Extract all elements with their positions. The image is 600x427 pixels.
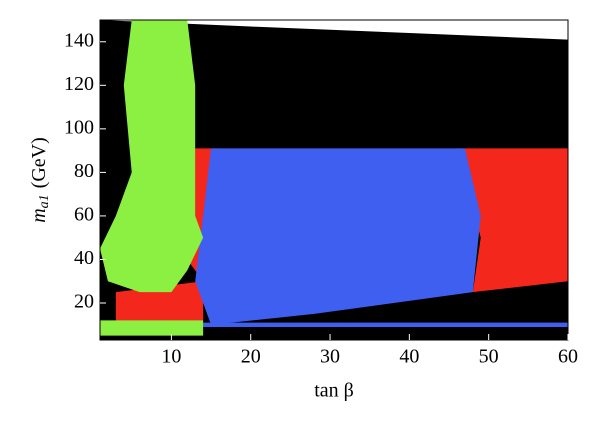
y-tick-label: 80 — [74, 160, 94, 182]
x-tick-label: 60 — [558, 346, 578, 368]
point-region — [456, 148, 568, 293]
point-region — [100, 320, 204, 336]
x-tick-label: 40 — [399, 346, 419, 368]
x-tick-label: 20 — [241, 346, 261, 368]
y-tick-label: 140 — [64, 29, 94, 51]
y-axis-label: ma1 (GeV) — [28, 137, 53, 223]
y-tick-label: 20 — [74, 291, 94, 313]
x-tick-label: 30 — [320, 346, 340, 368]
x-tick-label: 10 — [161, 346, 181, 368]
point-region — [203, 322, 568, 327]
point-region — [195, 148, 481, 325]
x-tick-label: 50 — [479, 346, 499, 368]
y-tick-label: 100 — [64, 116, 94, 138]
x-axis-label: tan β — [314, 380, 354, 402]
y-axis-label-text: ma1 (GeV) — [28, 137, 53, 223]
y-tick-label: 60 — [74, 204, 94, 226]
y-label-unit: (GeV) — [28, 137, 50, 188]
y-label-symbol: m — [28, 208, 50, 222]
point-region — [100, 20, 204, 293]
point-region — [203, 326, 568, 338]
y-tick-label: 40 — [74, 247, 94, 269]
y-label-subscript: a1 — [37, 194, 52, 208]
plot-frame — [99, 19, 569, 341]
y-tick-label: 120 — [64, 73, 94, 95]
